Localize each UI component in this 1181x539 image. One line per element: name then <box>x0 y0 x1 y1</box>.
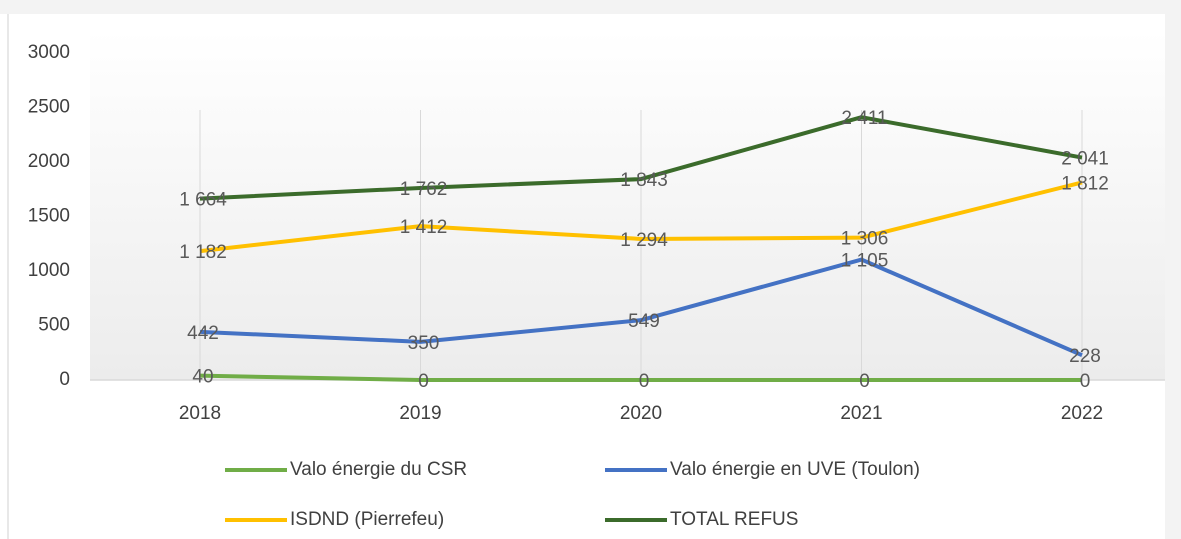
legend-label: Valo énergie du CSR <box>290 459 467 480</box>
y-tick-label: 0 <box>59 369 70 390</box>
y-tick-label: 2000 <box>28 151 70 172</box>
x-tick-label: 2018 <box>179 403 221 424</box>
x-tick-label: 2019 <box>399 403 441 424</box>
data-label: 1 306 <box>841 229 889 250</box>
x-tick-label: 2022 <box>1061 403 1103 424</box>
data-label: 2 041 <box>1061 149 1109 170</box>
data-label: 40 <box>192 367 213 388</box>
series-line <box>199 180 1083 254</box>
legend-label: ISDND (Pierrefeu) <box>290 509 444 530</box>
data-label: 0 <box>639 371 650 392</box>
y-tick-label: 2500 <box>28 97 70 118</box>
data-label: 1 843 <box>620 170 668 191</box>
data-label: 1 412 <box>400 217 448 238</box>
data-label: 0 <box>418 371 429 392</box>
data-label: 228 <box>1069 346 1101 367</box>
series-line <box>199 257 1083 357</box>
data-label: 2 411 <box>841 108 887 129</box>
x-tick-label: 2021 <box>840 403 882 424</box>
data-label: 1 105 <box>841 251 889 272</box>
series-line <box>199 115 1083 201</box>
y-tick-label: 3000 <box>28 42 70 63</box>
series-line <box>199 373 1082 382</box>
data-label: 1 664 <box>179 190 227 211</box>
data-label: 1 294 <box>620 230 668 251</box>
legend-label: Valo énergie en UVE (Toulon) <box>670 459 920 480</box>
data-label: 1 762 <box>400 179 448 200</box>
data-label: 0 <box>1080 371 1091 392</box>
data-label: 1 182 <box>179 242 227 263</box>
y-tick-label: 1500 <box>28 206 70 227</box>
data-label: 1 812 <box>1061 174 1109 195</box>
data-label: 0 <box>859 371 870 392</box>
data-label: 549 <box>628 311 660 332</box>
data-label: 350 <box>408 333 440 354</box>
data-label: 442 <box>187 323 219 344</box>
x-tick-label: 2020 <box>620 403 662 424</box>
y-tick-label: 500 <box>38 315 70 336</box>
y-tick-label: 1000 <box>28 260 70 281</box>
legend-label: TOTAL REFUS <box>670 509 798 530</box>
